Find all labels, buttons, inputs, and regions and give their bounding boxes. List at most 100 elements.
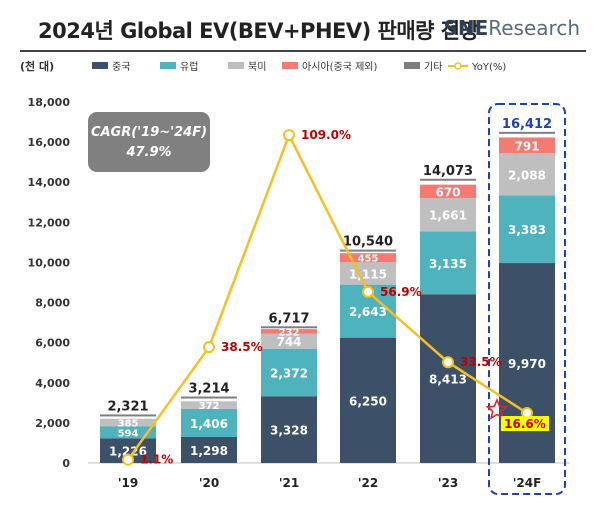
bar-segment [261, 348, 317, 397]
bar-segment-label: 6,250 [349, 394, 387, 408]
yoy-point [362, 285, 374, 298]
y-tick-label: 18,000 [28, 96, 71, 109]
bar-total-label: 6,717 [268, 311, 309, 326]
bar-segment [420, 184, 476, 199]
bar-segment-label: 791 [514, 139, 539, 153]
chart-title: 2024년 Global EV(BEV+PHEV) 판매량 전망 [38, 19, 479, 43]
bar-segment-label: 3,135 [429, 257, 467, 271]
bar-cap-other [420, 178, 476, 181]
bar-segment-label: 1,406 [190, 417, 228, 431]
x-tick-label: '22 [358, 476, 378, 490]
bar-segment [420, 231, 476, 295]
bar-segment [261, 333, 317, 349]
bar-segment-label: 3,383 [508, 223, 546, 237]
yoy-point [442, 356, 454, 369]
bar-segment-label: 1,298 [190, 444, 228, 458]
cagr-badge [88, 112, 210, 172]
title-underline [20, 50, 586, 52]
yoy-highlight-bg [501, 416, 549, 432]
legend-label: 아시아(중국 제외) [302, 61, 377, 73]
x-tick-label: '21 [279, 476, 299, 490]
bar-segment-label: 1,661 [429, 209, 467, 223]
cagr-label: CAGR('19~'24F) [91, 125, 207, 140]
yoy-point [283, 129, 295, 142]
bar-segment-label: 9,970 [508, 357, 546, 371]
legend-label: 중국 [112, 61, 130, 73]
x-tick-label: '20 [199, 476, 219, 490]
forecast-highlight-box [488, 103, 566, 495]
legend-swatch [92, 62, 108, 69]
bar-segment [181, 401, 237, 409]
bar-total-label: 2,321 [107, 399, 148, 414]
legend-swatch [404, 62, 420, 69]
unit-label: (천 대) [20, 59, 54, 73]
x-tick-label: '24F [513, 476, 542, 490]
y-tick-label: 4,000 [35, 377, 70, 390]
bar-cap-other [261, 326, 317, 329]
bar-segment-label: 3,328 [270, 424, 308, 438]
yoy-line [126, 131, 528, 461]
bar-segment [100, 418, 156, 427]
bar-segment [499, 153, 555, 196]
y-tick-label: 8,000 [35, 297, 70, 310]
bar-cap-other [499, 131, 555, 134]
legend-label: 기타 [424, 61, 442, 73]
bar-segment-label: 594 [118, 428, 139, 439]
yoy-point [203, 341, 215, 354]
bar-segment [340, 262, 396, 285]
bar-segment [340, 337, 396, 463]
y-tick-label: 6,000 [35, 337, 70, 350]
yoy-label: 109.0% [301, 128, 351, 142]
bar-segment-label: 1,115 [349, 267, 387, 281]
bar-segment [420, 198, 476, 232]
cagr-value: 47.9% [125, 145, 171, 160]
bar-segment-label: 455 [358, 254, 379, 265]
bar-segment-label: 744 [276, 335, 301, 349]
bar-segment-label: 372 [199, 401, 220, 412]
legend-swatch [228, 62, 244, 69]
y-tick-label: 10,000 [28, 256, 71, 269]
y-tick-label: 14,000 [28, 176, 71, 189]
yoy-label: 56.9% [380, 285, 422, 299]
x-tick-label: '23 [438, 476, 458, 490]
bar-total-label: 10,540 [343, 235, 393, 250]
sne-research-logo: SNEResearch [443, 16, 580, 40]
legend-label: 북미 [248, 61, 266, 73]
yoy-label: 33.5% [460, 355, 502, 369]
yoy-label: 1.1% [140, 453, 173, 467]
bar-segment [181, 436, 237, 463]
bar-segment [340, 253, 396, 263]
bar-segment [499, 137, 555, 154]
bar-segment-label: 385 [118, 419, 139, 430]
x-tick-label: '19 [118, 476, 138, 490]
legend-yoy-marker [454, 62, 462, 70]
bar-segment [261, 396, 317, 463]
bar-segment [499, 195, 555, 264]
y-tick-label: 0 [62, 457, 70, 470]
bar-total-label: 16,412 [502, 117, 552, 132]
legend-yoy-label: YoY(%) [471, 62, 506, 73]
yoy-label: 38.5% [221, 340, 263, 354]
bar-segment-label: 670 [435, 185, 460, 199]
bar-segment [420, 294, 476, 463]
legend-label: 유럽 [180, 61, 198, 73]
y-tick-label: 16,000 [28, 136, 71, 149]
bar-segment-label: 2,372 [270, 366, 308, 380]
bar-total-label: 14,073 [423, 164, 473, 179]
bar-cap-other [181, 396, 237, 399]
bar-segment [181, 408, 237, 437]
star-icon [485, 397, 509, 420]
bar-cap-other [100, 414, 156, 417]
yoy-label: 16.6% [504, 417, 546, 431]
y-tick-label: 2,000 [35, 417, 70, 430]
legend-swatch [282, 62, 298, 69]
logo-research-text: Research [488, 16, 580, 40]
bar-segment-label: 8,413 [429, 373, 467, 387]
logo-sne-text: SNE [443, 16, 489, 40]
bar-segment [261, 329, 317, 334]
bar-total-label: 3,214 [188, 382, 229, 397]
y-tick-label: 12,000 [28, 216, 71, 229]
bar-segment-label: 2,088 [508, 168, 546, 182]
